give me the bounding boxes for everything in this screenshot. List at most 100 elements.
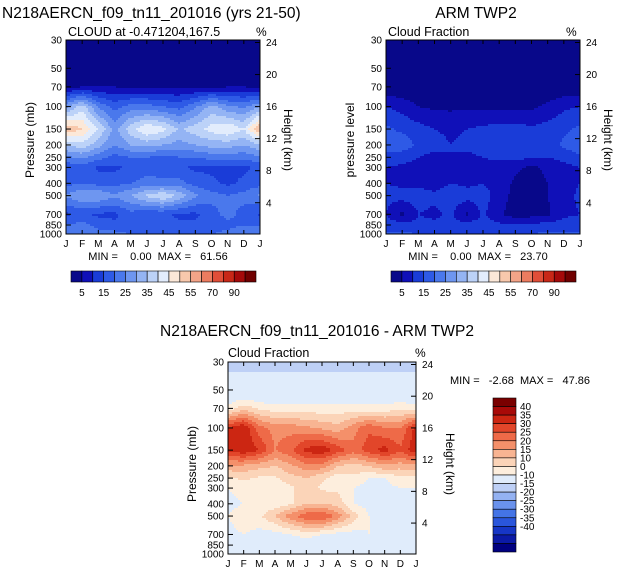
model-heatmap-cell — [208, 72, 211, 75]
model-heatmap-cell — [112, 82, 115, 85]
model-heatmap-cell — [186, 78, 189, 81]
model-heatmap-cell — [94, 56, 97, 59]
model-heatmap-cell — [144, 76, 147, 79]
model-heatmap-cell — [94, 64, 97, 67]
model-heatmap-cell — [192, 80, 195, 83]
model-heatmap-cell — [154, 70, 157, 73]
model-heatmap-cell — [66, 108, 69, 111]
model-heatmap-cell — [130, 90, 133, 93]
model-heatmap-cell — [110, 96, 113, 99]
model-heatmap-cell — [208, 44, 211, 47]
model-heatmap-cell — [96, 82, 99, 85]
model-heatmap-cell — [224, 100, 227, 103]
model-heatmap-cell — [160, 64, 163, 67]
model-heatmap-cell — [212, 68, 215, 71]
model-heatmap-cell — [100, 66, 103, 69]
model-heatmap-cell — [96, 100, 99, 103]
model-heatmap-cell — [82, 72, 85, 75]
model-heatmap-cell — [154, 62, 157, 65]
model-heatmap-cell — [126, 60, 129, 63]
model-heatmap-cell — [154, 76, 157, 79]
model-heatmap-cell — [218, 58, 221, 61]
model-heatmap-cell — [248, 62, 251, 65]
model-heatmap-cell — [206, 50, 209, 53]
model-heatmap-cell — [184, 52, 187, 55]
model-heatmap-cell — [120, 70, 123, 73]
model-heatmap-cell — [124, 62, 127, 65]
model-heatmap-cell — [104, 66, 107, 69]
model-heatmap-cell — [184, 58, 187, 61]
model-heatmap-cell — [98, 40, 101, 43]
model-heatmap-cell — [242, 64, 245, 67]
model-heatmap-cell — [236, 60, 239, 63]
model-heatmap-cell — [126, 48, 129, 51]
model-heatmap-cell — [254, 80, 257, 83]
model-heatmap-cell — [220, 92, 223, 95]
model-heatmap-cell — [80, 40, 83, 43]
model-heatmap-cell — [114, 54, 117, 57]
model-heatmap-cell — [124, 100, 127, 103]
model-heatmap-cell — [94, 96, 97, 99]
model-heatmap-cell — [134, 44, 137, 47]
model-heatmap-cell — [212, 100, 215, 103]
model-heatmap-cell — [236, 106, 239, 109]
model-heatmap-cell — [186, 84, 189, 87]
model-heatmap-cell — [182, 106, 185, 109]
model-heatmap-cell — [82, 56, 85, 59]
model-heatmap-cell — [80, 100, 83, 103]
model-heatmap-cell — [172, 58, 175, 61]
model-heatmap-cell — [240, 44, 243, 47]
model-heatmap-cell — [144, 68, 147, 71]
model-heatmap-cell — [250, 90, 253, 93]
model-heatmap-cell — [84, 84, 87, 87]
model-heatmap-cell — [212, 54, 215, 57]
model-heatmap-cell — [92, 84, 95, 87]
model-heatmap-cell — [158, 100, 161, 103]
model-heatmap-cell — [210, 74, 213, 77]
model-heatmap-cell — [192, 64, 195, 67]
model-heatmap-cell — [106, 52, 109, 55]
model-heatmap-cell — [164, 54, 167, 57]
model-heatmap-cell — [84, 72, 87, 75]
model-heatmap-cell — [130, 40, 133, 43]
model-heatmap-cell — [94, 98, 97, 101]
model-heatmap-cell — [154, 88, 157, 91]
model-heatmap-cell — [240, 78, 243, 81]
model-heatmap-cell — [140, 42, 143, 45]
model-heatmap-cell — [112, 44, 115, 47]
model-heatmap-cell — [230, 94, 233, 97]
model-heatmap-cell — [228, 48, 231, 51]
model-heatmap-cell — [166, 56, 169, 59]
model-heatmap-cell — [156, 80, 159, 83]
model-heatmap-cell — [142, 54, 145, 57]
model-heatmap-cell — [224, 96, 227, 99]
model-heatmap-cell — [110, 64, 113, 67]
model-heatmap-cell — [220, 104, 223, 107]
model-heatmap-cell — [122, 54, 125, 57]
model-heatmap-cell — [250, 42, 253, 45]
model-heatmap-cell — [70, 80, 73, 83]
model-heatmap-cell — [164, 102, 167, 105]
model-heatmap-cell — [156, 50, 159, 53]
model-heatmap-cell — [252, 104, 255, 107]
model-heatmap-cell — [122, 98, 125, 101]
model-heatmap-cell — [232, 66, 235, 69]
model-heatmap-cell — [168, 42, 171, 45]
model-heatmap-cell — [242, 52, 245, 55]
model-heatmap-cell — [124, 80, 127, 83]
model-heatmap-cell — [144, 90, 147, 93]
model-heatmap-cell — [234, 90, 237, 93]
model-heatmap-cell — [222, 40, 225, 43]
model-heatmap-cell — [110, 54, 113, 57]
model-heatmap-cell — [216, 88, 219, 91]
model-heatmap-cell — [116, 48, 119, 51]
model-heatmap-cell — [142, 86, 145, 89]
model-heatmap-cell — [194, 70, 197, 73]
model-heatmap-cell — [66, 74, 69, 77]
model-heatmap-cell — [252, 64, 255, 67]
model-heatmap-cell — [182, 54, 185, 57]
model-heatmap-cell — [208, 96, 211, 99]
model-heatmap-cell — [136, 72, 139, 75]
model-heatmap-cell — [214, 64, 217, 67]
model-heatmap-cell — [250, 68, 253, 71]
